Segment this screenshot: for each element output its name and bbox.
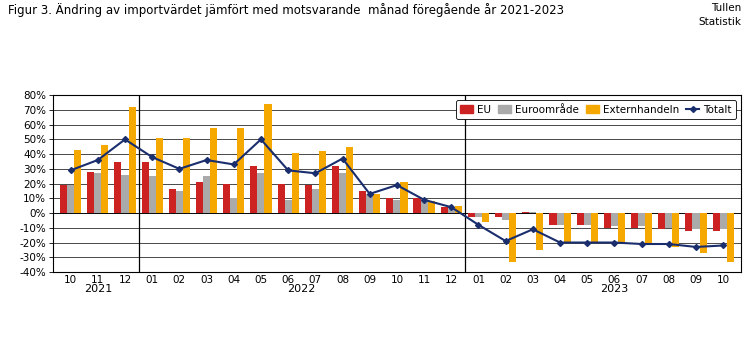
- Bar: [448, 209, 455, 213]
- Bar: [401, 182, 407, 213]
- Bar: [292, 153, 299, 213]
- Bar: [563, 213, 571, 242]
- Bar: [584, 213, 590, 225]
- Bar: [720, 213, 727, 229]
- Bar: [311, 189, 319, 213]
- Bar: [604, 213, 611, 228]
- Bar: [699, 213, 707, 253]
- Bar: [114, 162, 122, 213]
- Bar: [237, 128, 244, 213]
- Bar: [618, 213, 625, 242]
- Bar: [60, 185, 67, 213]
- Bar: [87, 172, 94, 213]
- Bar: [319, 151, 326, 213]
- Bar: [176, 191, 183, 213]
- Bar: [658, 213, 665, 229]
- Bar: [638, 213, 645, 226]
- Bar: [550, 213, 556, 225]
- Bar: [393, 200, 401, 213]
- Bar: [665, 213, 672, 228]
- Bar: [210, 128, 217, 213]
- Bar: [183, 138, 190, 213]
- Bar: [510, 213, 516, 262]
- Bar: [74, 150, 81, 213]
- Bar: [611, 213, 618, 226]
- Bar: [386, 198, 393, 213]
- Bar: [455, 206, 462, 213]
- Bar: [169, 189, 176, 213]
- Text: 2023: 2023: [600, 284, 628, 294]
- Bar: [713, 213, 720, 231]
- Bar: [67, 185, 74, 213]
- Bar: [590, 213, 598, 242]
- Text: Tullen
Statistik: Tullen Statistik: [698, 3, 741, 27]
- Bar: [414, 198, 420, 213]
- Bar: [257, 173, 265, 213]
- Bar: [420, 201, 428, 213]
- Bar: [692, 213, 699, 229]
- Text: 2022: 2022: [287, 284, 316, 294]
- Bar: [196, 182, 203, 213]
- Bar: [141, 162, 149, 213]
- Bar: [645, 213, 652, 245]
- Bar: [522, 211, 529, 213]
- Bar: [94, 173, 101, 213]
- Bar: [727, 213, 734, 262]
- Bar: [475, 213, 482, 218]
- Bar: [284, 200, 292, 213]
- Bar: [373, 194, 380, 213]
- Bar: [332, 166, 339, 213]
- Bar: [537, 213, 544, 250]
- Bar: [672, 213, 680, 247]
- Bar: [428, 201, 435, 213]
- Bar: [495, 213, 502, 218]
- Bar: [156, 138, 163, 213]
- Bar: [339, 173, 346, 213]
- Bar: [468, 213, 475, 218]
- Text: Figur 3. Ändring av importvärdet jämfört med motsvarande  månad föregående år 20: Figur 3. Ändring av importvärdet jämfört…: [8, 3, 563, 17]
- Bar: [366, 194, 373, 213]
- Bar: [631, 213, 638, 228]
- Bar: [231, 198, 237, 213]
- Bar: [482, 213, 489, 222]
- Bar: [265, 104, 271, 213]
- Bar: [101, 145, 108, 213]
- Legend: EU, Euroområde, Externhandeln, Totalt: EU, Euroområde, Externhandeln, Totalt: [456, 100, 736, 119]
- Bar: [346, 147, 353, 213]
- Bar: [502, 213, 510, 220]
- Bar: [277, 184, 284, 213]
- Bar: [556, 213, 563, 225]
- Bar: [203, 176, 210, 213]
- Bar: [577, 213, 584, 225]
- Bar: [223, 184, 231, 213]
- Bar: [129, 107, 135, 213]
- Bar: [441, 207, 448, 213]
- Bar: [305, 185, 311, 213]
- Bar: [122, 175, 129, 213]
- Text: 2021: 2021: [84, 284, 112, 294]
- Bar: [529, 211, 537, 213]
- Bar: [250, 166, 257, 213]
- Bar: [359, 191, 366, 213]
- Bar: [149, 176, 156, 213]
- Bar: [686, 213, 692, 231]
